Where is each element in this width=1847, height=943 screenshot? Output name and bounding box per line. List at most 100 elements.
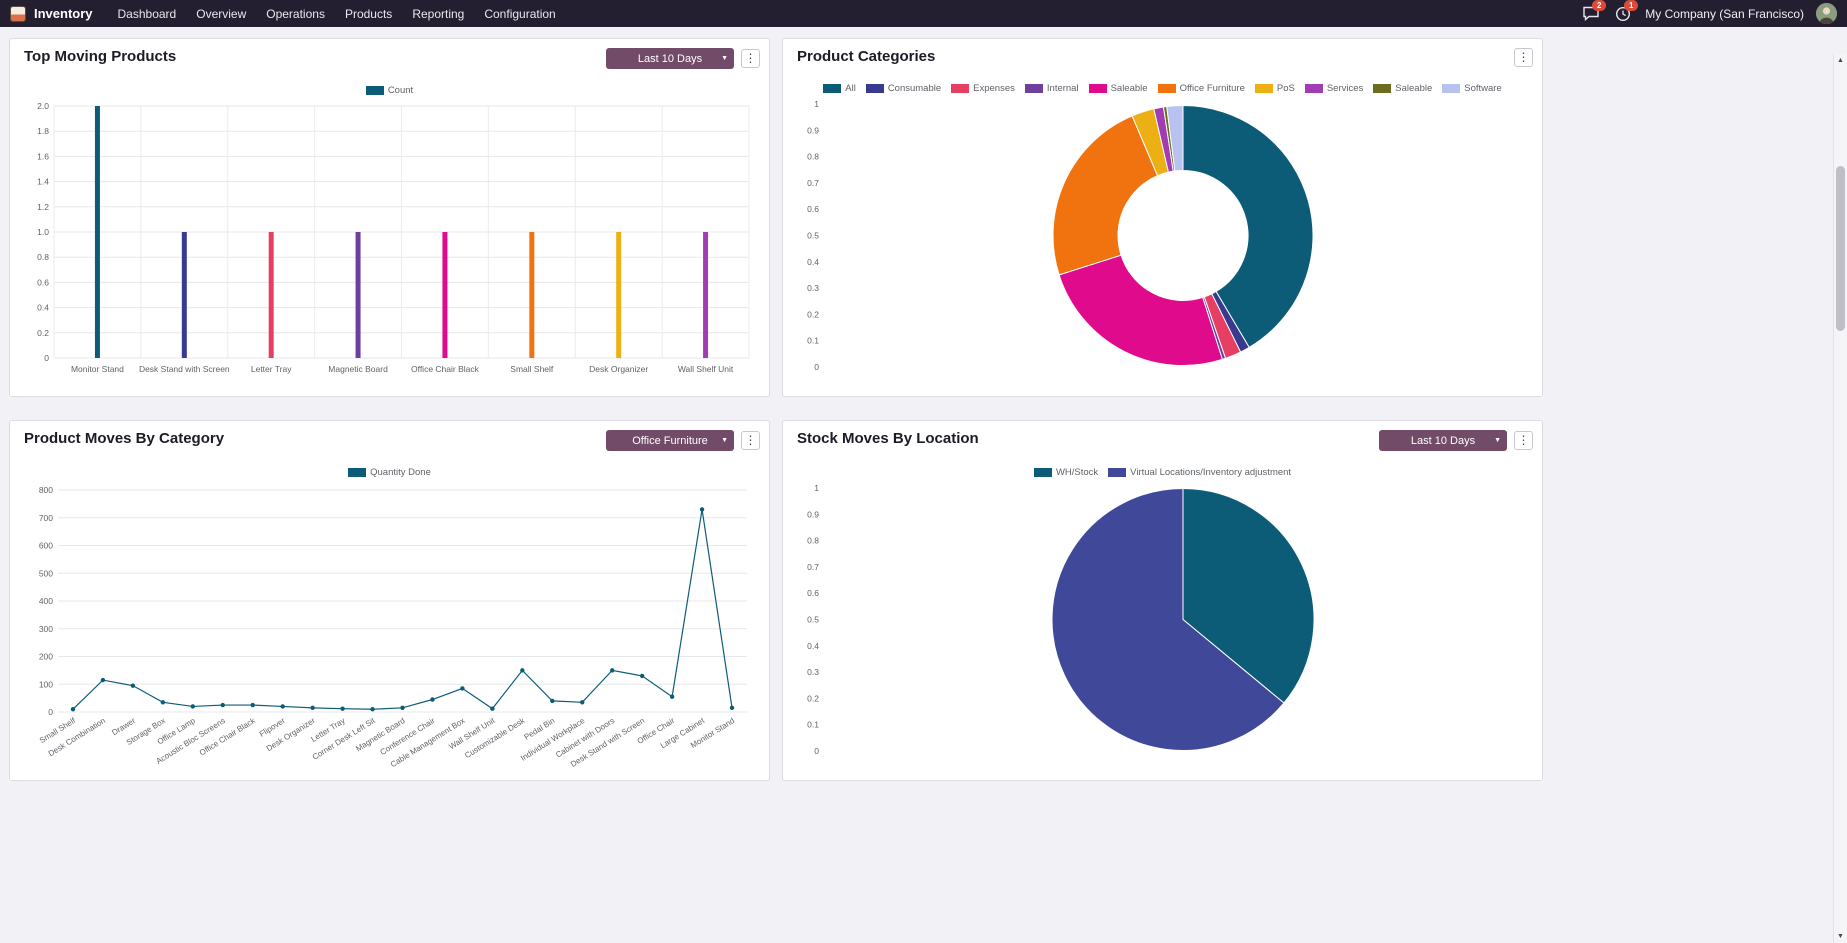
pie-chart-svg: 0 0.1 0.2 0.3 0.4 0.5 0.6 0.7 0.8 0.9 1 xyxy=(807,483,1315,756)
y-tick-label: 1.6 xyxy=(37,151,49,161)
legend-label: WH/Stock xyxy=(1055,467,1099,478)
legend-item[interactable]: Services xyxy=(1304,83,1364,94)
company-switcher[interactable]: My Company (San Francisco) xyxy=(1645,6,1804,21)
y-tick-label: 0 xyxy=(44,353,49,363)
vertical-scrollbar[interactable]: ▲ ▼ xyxy=(1833,54,1847,943)
legend-item[interactable]: WH/Stock xyxy=(1033,467,1099,478)
clock-icon xyxy=(1616,6,1631,21)
data-point xyxy=(70,707,76,712)
y-tick-label: 100 xyxy=(39,679,53,689)
data-point xyxy=(639,673,645,679)
date-filter-button[interactable]: Last 10 Days ▼ xyxy=(1379,430,1507,451)
legend-item[interactable]: Expenses xyxy=(951,83,1015,94)
data-point xyxy=(520,668,525,673)
chart-legend: Quantity Done xyxy=(10,467,769,478)
date-filter-label: Last 10 Days xyxy=(1410,434,1476,447)
kebab-menu-button[interactable]: ⋮ xyxy=(1514,48,1533,67)
y-tick-label: 0.8 xyxy=(37,252,49,262)
bar-chart: 0 0.2 0.4 0.6 0.8 1.0 1.2 1.4 1.6 1.8 2.0 Monitor S… xyxy=(22,100,757,380)
legend-swatch xyxy=(365,86,384,95)
scrollbar-thumb[interactable] xyxy=(1836,166,1845,331)
legend-label: Software xyxy=(1464,83,1502,94)
pie-slice xyxy=(1052,115,1159,276)
data-point xyxy=(729,705,735,711)
legend-item[interactable]: Software xyxy=(1442,83,1502,94)
card-product-categories: Product Categories ⋮ All Consumable Expens… xyxy=(782,38,1543,397)
legend-swatch xyxy=(951,84,970,93)
nav-item-reporting[interactable]: Reporting xyxy=(412,6,465,21)
nav-item-configuration[interactable]: Configuration xyxy=(484,6,556,21)
nav-item-operations[interactable]: Operations xyxy=(266,6,325,21)
legend-swatch xyxy=(348,468,367,477)
donut-chart: 0 0.1 0.2 0.3 0.4 0.5 0.6 0.7 0.8 0.9 1 xyxy=(795,98,1530,383)
category-filter-button[interactable]: Office Furniture ▼ xyxy=(606,430,734,451)
bar xyxy=(268,232,274,358)
y-tick-label: 0.1 xyxy=(807,720,819,730)
legend-item[interactable]: Saleable xyxy=(1088,83,1148,94)
dashboard-content: Top Moving Products Last 10 Days ▼ ⋮ Cou… xyxy=(0,27,1847,943)
legend-label: Count xyxy=(387,85,414,96)
legend-item[interactable]: Count xyxy=(365,85,414,96)
kebab-menu-button[interactable]: ⋮ xyxy=(741,49,760,68)
kebab-menu-button[interactable]: ⋮ xyxy=(741,431,760,450)
y-tick-label: 1.4 xyxy=(37,177,49,187)
legend-swatch xyxy=(1442,84,1461,93)
y-tick-label: 0.5 xyxy=(807,231,819,241)
data-point xyxy=(130,683,136,688)
legend-item[interactable]: Office Furniture xyxy=(1157,83,1245,94)
bar xyxy=(529,232,535,358)
scroll-down-icon[interactable]: ▼ xyxy=(1837,933,1844,940)
y-tick-label: 0.6 xyxy=(807,588,819,598)
app-name[interactable]: Inventory xyxy=(34,6,93,21)
legend-item[interactable]: Saleable xyxy=(1373,83,1432,94)
data-point xyxy=(460,686,465,691)
y-tick-label: 800 xyxy=(39,485,53,495)
inventory-app-icon[interactable] xyxy=(10,5,26,22)
nav-item-products[interactable]: Products xyxy=(344,6,393,21)
y-tick-label: 0.7 xyxy=(807,178,819,188)
kebab-menu-button[interactable]: ⋮ xyxy=(1514,431,1533,450)
date-filter-button[interactable]: Last 10 Days ▼ xyxy=(606,48,734,69)
chart-legend: WH/Stock Virtual Locations/Inventory adju… xyxy=(783,467,1542,478)
chevron-down-icon: ▼ xyxy=(1494,437,1501,444)
user-avatar[interactable] xyxy=(1816,3,1837,24)
legend-label: All xyxy=(845,83,856,94)
x-axis-label: Office Chair Black xyxy=(198,716,258,758)
y-tick-label: 1 xyxy=(814,99,819,109)
legend-swatch xyxy=(1373,84,1392,93)
y-tick-label: 0.2 xyxy=(37,328,49,338)
legend-label: Services xyxy=(1326,83,1364,94)
legend-item[interactable]: Consumable xyxy=(865,83,941,94)
data-point xyxy=(550,698,555,704)
legend-swatch xyxy=(1254,84,1273,93)
pie-slice xyxy=(1182,487,1315,704)
chart-legend: Count xyxy=(10,85,769,96)
messages-icon[interactable]: 2 xyxy=(1581,0,1607,23)
legend-item[interactable]: Internal xyxy=(1024,83,1079,94)
scroll-up-icon[interactable]: ▲ xyxy=(1837,57,1844,64)
activities-icon[interactable]: 1 xyxy=(1613,0,1639,23)
y-tick-label: 0.8 xyxy=(807,536,819,546)
data-point xyxy=(340,706,345,711)
y-tick-label: 600 xyxy=(39,541,53,551)
legend-item[interactable]: Quantity Done xyxy=(348,467,431,478)
y-tick-label: 0.2 xyxy=(807,309,819,319)
legend-label: Office Furniture xyxy=(1179,83,1245,94)
nav-item-dashboard[interactable]: Dashboard xyxy=(117,6,177,21)
legend-swatch xyxy=(1088,84,1107,93)
x-label-group: Desk Combination xyxy=(47,716,107,758)
nav-item-overview[interactable]: Overview xyxy=(196,6,247,21)
data-point xyxy=(190,704,195,709)
y-tick-label: 0 xyxy=(814,746,819,756)
bar xyxy=(181,232,187,358)
pie-chart: 0 0.1 0.2 0.3 0.4 0.5 0.6 0.7 0.8 0.9 1 xyxy=(795,482,1530,767)
line-chart: 0 100 200 300 400 500 600 700 800 Small Shelf Desk… xyxy=(22,482,757,780)
legend-item[interactable]: PoS xyxy=(1254,83,1295,94)
x-axis-label: Magnetic Board xyxy=(328,364,388,374)
x-axis-label: Letter Tray xyxy=(251,364,292,374)
legend-swatch xyxy=(1108,468,1127,477)
y-tick-label: 0 xyxy=(48,707,53,717)
legend-item[interactable]: Virtual Locations/Inventory adjustment xyxy=(1108,467,1291,478)
legend-item[interactable]: All xyxy=(823,83,856,94)
y-tick-label: 0.9 xyxy=(807,125,819,135)
